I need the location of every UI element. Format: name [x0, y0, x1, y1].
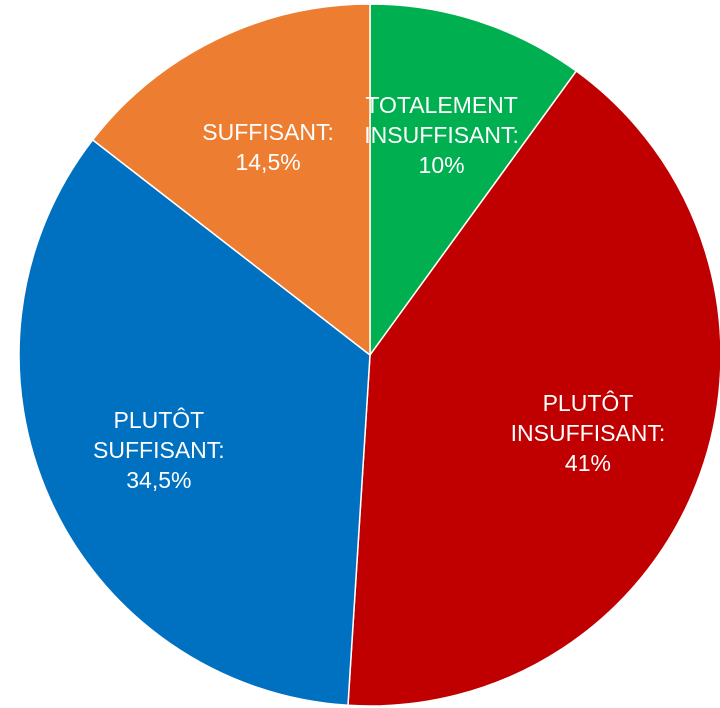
value-label: 10%	[418, 151, 465, 178]
slice-label: TOTALEMENT INSUFFISANT: 10%	[364, 90, 519, 180]
pie-slice	[369, 3, 578, 358]
slice-label: PLUTÔT SUFFISANT: 34,5%	[93, 405, 225, 495]
slice-label: SUFFISANT: 14,5%	[202, 117, 334, 177]
pie-slice	[347, 69, 720, 707]
value-label: 34,5%	[126, 467, 192, 494]
slice-label: PLUTÔT INSUFFISANT: 41%	[511, 388, 666, 478]
category-label: PLUTÔT SUFFISANT:	[93, 407, 225, 464]
category-label: TOTALEMENT INSUFFISANT:	[364, 91, 519, 148]
pie-slice	[18, 138, 371, 707]
category-label: SUFFISANT:	[202, 118, 334, 145]
value-label: 14,5%	[235, 148, 301, 175]
value-label: 41%	[564, 450, 611, 477]
category-label: PLUTÔT INSUFFISANT:	[510, 390, 666, 447]
pie-slice	[91, 3, 371, 357]
